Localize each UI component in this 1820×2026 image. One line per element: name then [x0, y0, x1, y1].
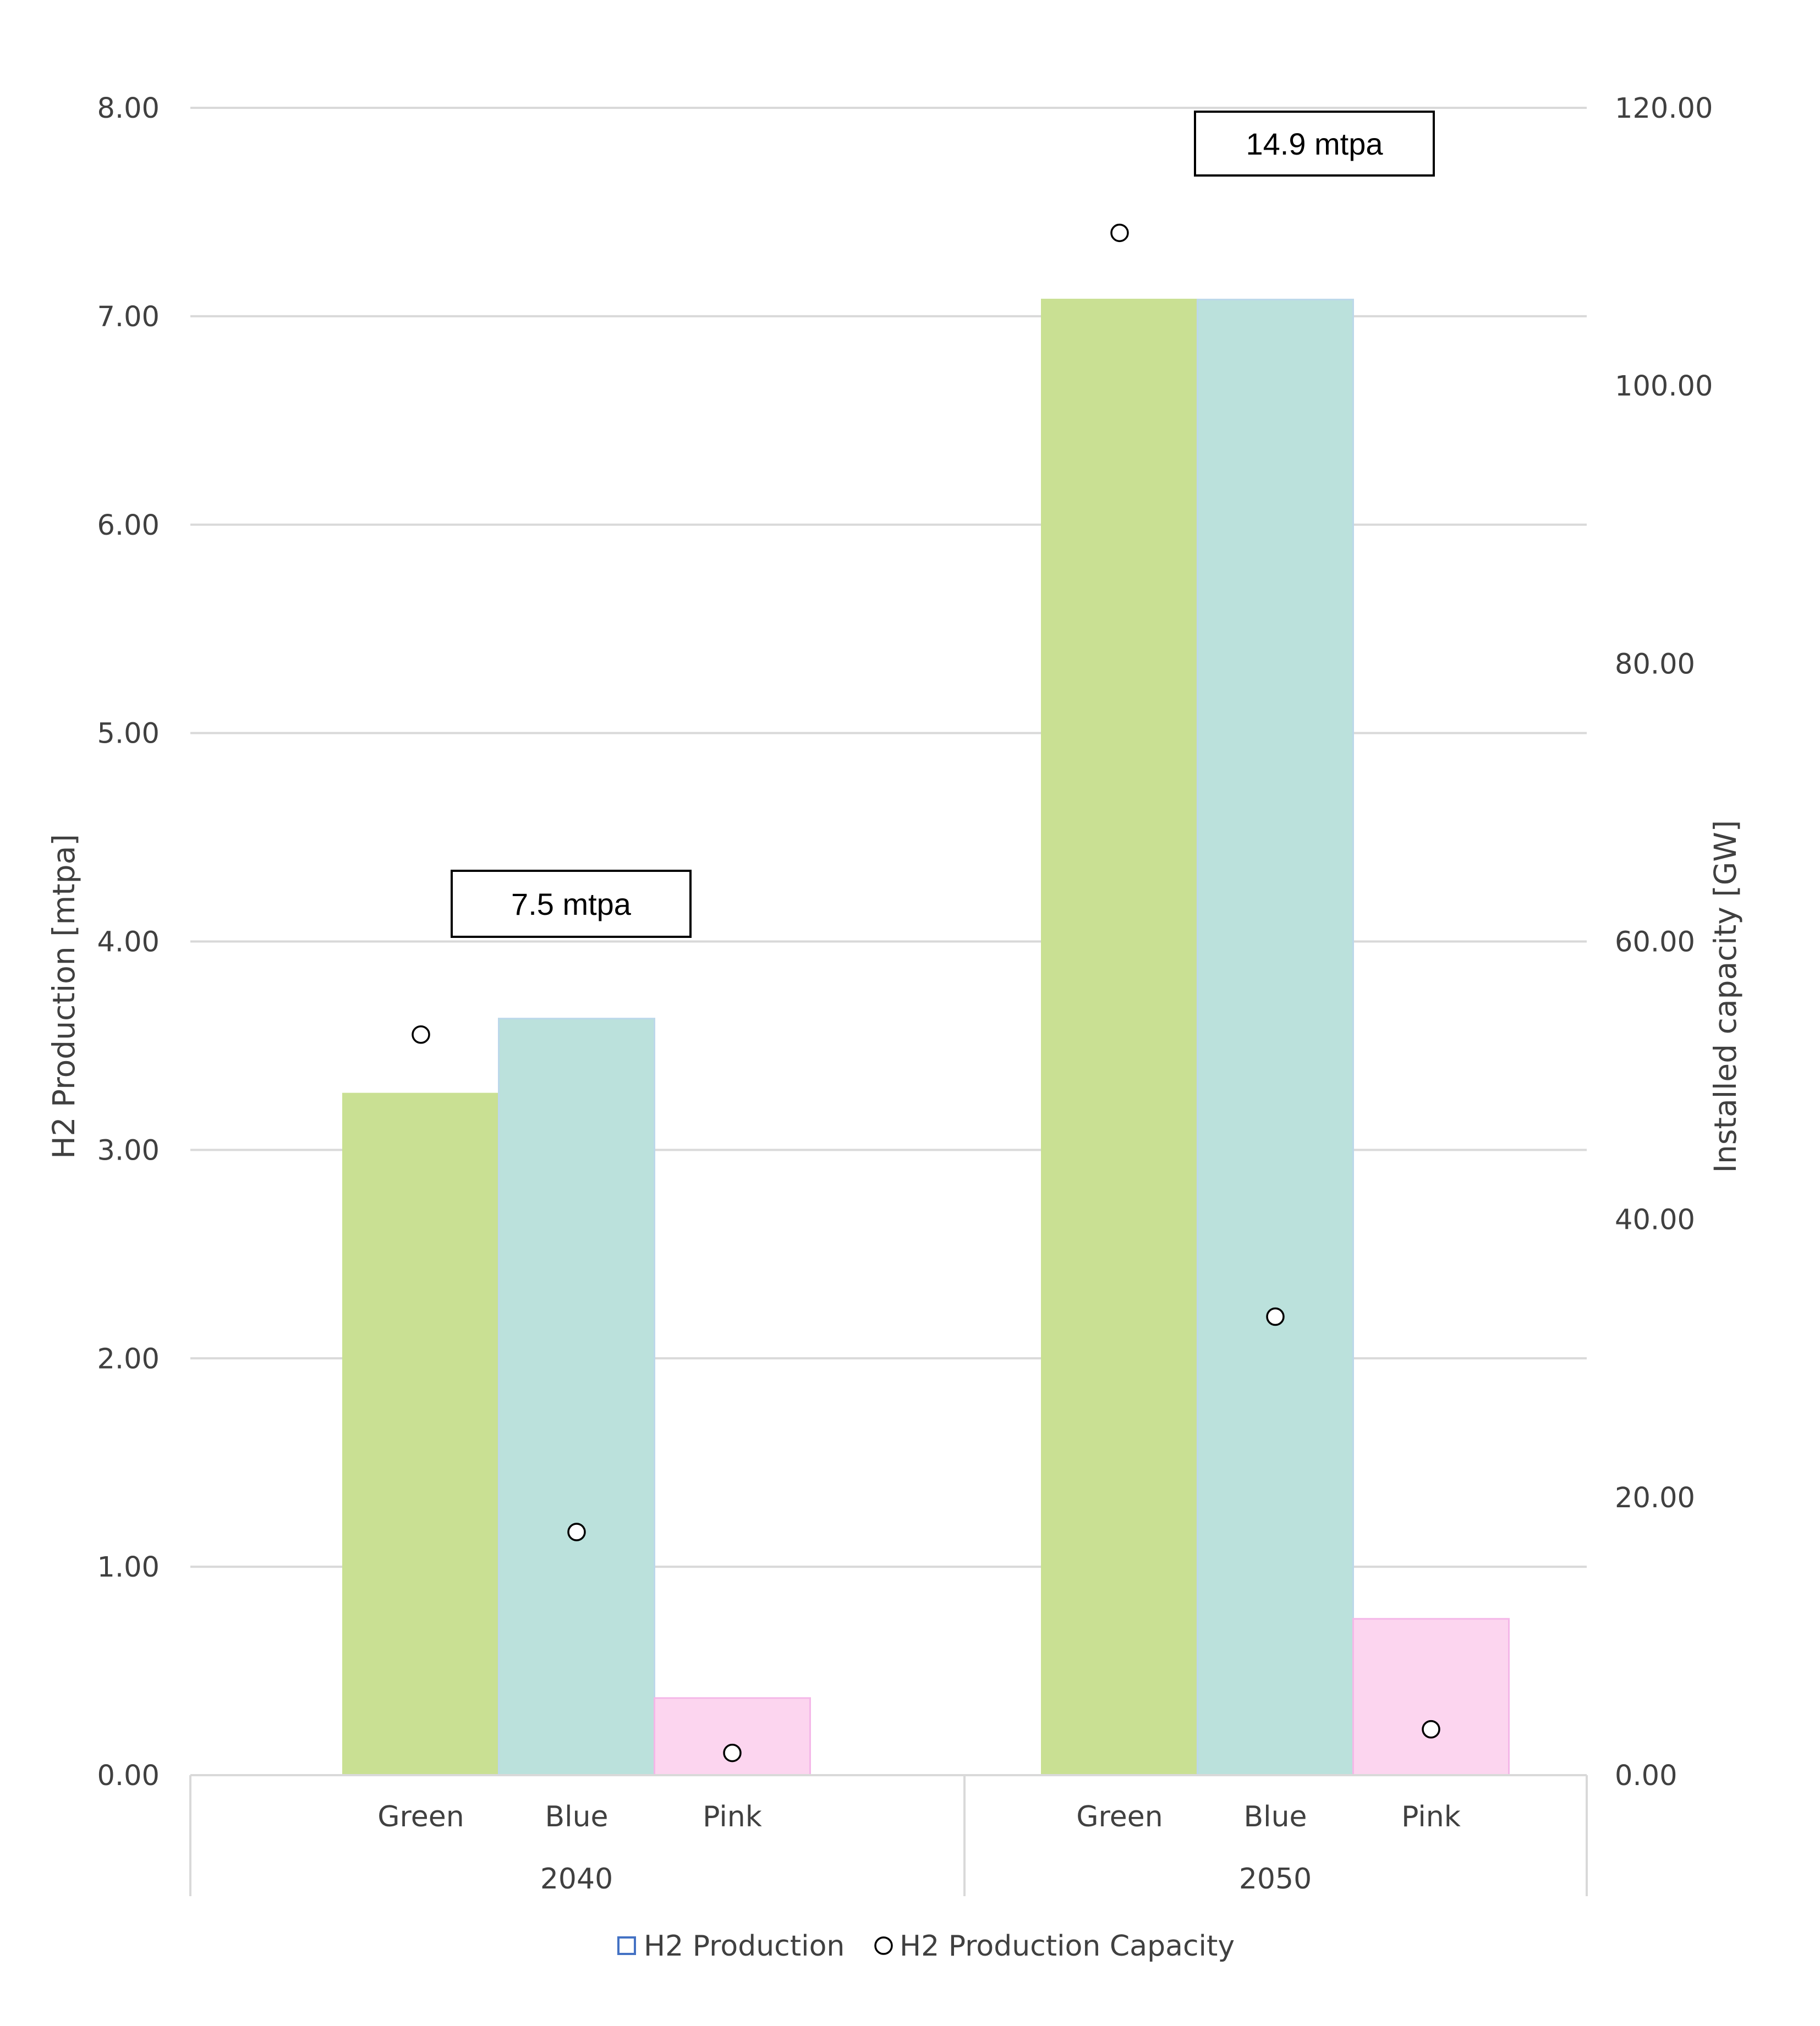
right-axis-tick-label: 60.00 — [1615, 926, 1695, 959]
left-axis-title: H2 Production [mtpa] — [46, 834, 81, 1159]
group-label-2040: 2040 — [540, 1863, 613, 1896]
axes: 0.00 1.00 2.00 3.00 4.00 5.00 6.00 7.00 8.00 0.00… — [46, 92, 1743, 1896]
category-label-blue: Blue — [545, 1800, 608, 1833]
left-axis-tick-label: 7.00 — [97, 301, 160, 333]
capacity-marker-2050-green — [1110, 223, 1129, 243]
legend-swatch-capacity — [874, 1936, 893, 1955]
capacity-markers — [412, 223, 1440, 1763]
right-axis-tick-label: 100.00 — [1615, 370, 1713, 403]
legend-swatch-production — [617, 1936, 636, 1955]
annotation-text: 14.9 mtpa — [1246, 127, 1383, 161]
category-label-green: Green — [1076, 1800, 1163, 1833]
left-axis-tick-label: 8.00 — [97, 92, 160, 125]
bar-2040-blue — [498, 1018, 655, 1776]
category-label-pink: Pink — [1401, 1800, 1461, 1833]
bars — [342, 299, 1510, 1776]
left-axis-tick-label: 3.00 — [97, 1134, 160, 1167]
category-label-blue: Blue — [1243, 1800, 1307, 1833]
annotation-text: 7.5 mtpa — [511, 887, 632, 921]
right-axis-tick-label: 40.00 — [1615, 1204, 1695, 1237]
left-axis-tick-label: 5.00 — [97, 718, 160, 750]
left-axis-tick-label: 0.00 — [97, 1760, 160, 1792]
category-label-green: Green — [377, 1800, 464, 1833]
legend-label-production: H2 Production — [644, 1930, 845, 1963]
right-axis-title: Installed capacity [GW] — [1708, 820, 1743, 1173]
annotations: 7.5 mtpa 14.9 mtpa — [451, 111, 1435, 938]
right-axis-tick-label: 80.00 — [1615, 648, 1695, 680]
right-axis-tick-label: 0.00 — [1615, 1760, 1678, 1792]
legend-label-capacity: H2 Production Capacity — [900, 1930, 1235, 1963]
left-axis-tick-label: 6.00 — [97, 509, 160, 542]
bar-2050-blue — [1197, 299, 1354, 1776]
bar-2050-green — [1041, 299, 1198, 1776]
capacity-marker-2040-blue — [567, 1523, 586, 1541]
left-axis-tick-label: 4.00 — [97, 926, 160, 959]
left-axis-tick-label: 2.00 — [97, 1343, 160, 1375]
category-label-pink: Pink — [703, 1800, 762, 1833]
right-axis-tick-label: 20.00 — [1615, 1482, 1695, 1514]
capacity-marker-2040-pink — [723, 1743, 742, 1763]
right-axis-tick-label: 120.00 — [1615, 92, 1713, 125]
annotation-box — [451, 870, 692, 938]
capacity-marker-2050-pink — [1422, 1720, 1440, 1739]
capacity-marker-2050-blue — [1266, 1307, 1285, 1326]
bar-2040-green — [342, 1092, 500, 1776]
capacity-marker-2040-green — [412, 1025, 430, 1044]
legend: H2 Production H2 Production Capacity — [617, 1930, 1235, 1963]
annotation-box — [1194, 111, 1435, 177]
group-label-2050: 2050 — [1239, 1863, 1312, 1896]
bar-2050-pink — [1352, 1618, 1510, 1776]
bar-2040-pink — [654, 1697, 811, 1776]
left-axis-tick-label: 1.00 — [97, 1551, 160, 1584]
